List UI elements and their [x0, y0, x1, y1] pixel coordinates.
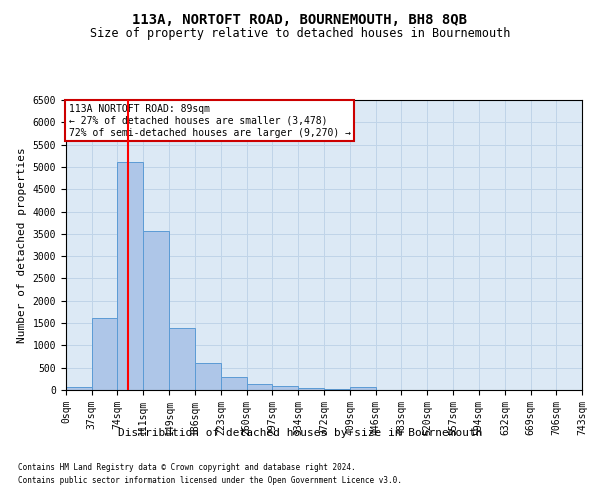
Bar: [195, 363, 221, 390]
Bar: [325, 388, 350, 390]
Bar: [221, 376, 247, 390]
Text: Contains HM Land Registry data © Crown copyright and database right 2024.: Contains HM Land Registry data © Crown c…: [18, 464, 356, 472]
Bar: [247, 384, 272, 390]
Y-axis label: Number of detached properties: Number of detached properties: [17, 147, 27, 343]
Bar: [272, 386, 298, 390]
Bar: [143, 230, 169, 390]
Text: Size of property relative to detached houses in Bournemouth: Size of property relative to detached ho…: [90, 28, 510, 40]
Bar: [118, 162, 143, 390]
Bar: [350, 388, 376, 390]
Text: 113A NORTOFT ROAD: 89sqm
← 27% of detached houses are smaller (3,478)
72% of sem: 113A NORTOFT ROAD: 89sqm ← 27% of detach…: [68, 104, 350, 138]
Bar: [298, 388, 323, 390]
Text: 113A, NORTOFT ROAD, BOURNEMOUTH, BH8 8QB: 113A, NORTOFT ROAD, BOURNEMOUTH, BH8 8QB: [133, 12, 467, 26]
Bar: [92, 318, 118, 390]
Text: Contains public sector information licensed under the Open Government Licence v3: Contains public sector information licen…: [18, 476, 402, 485]
Text: Distribution of detached houses by size in Bournemouth: Distribution of detached houses by size …: [118, 428, 482, 438]
Bar: [169, 328, 195, 390]
Bar: [66, 386, 92, 390]
